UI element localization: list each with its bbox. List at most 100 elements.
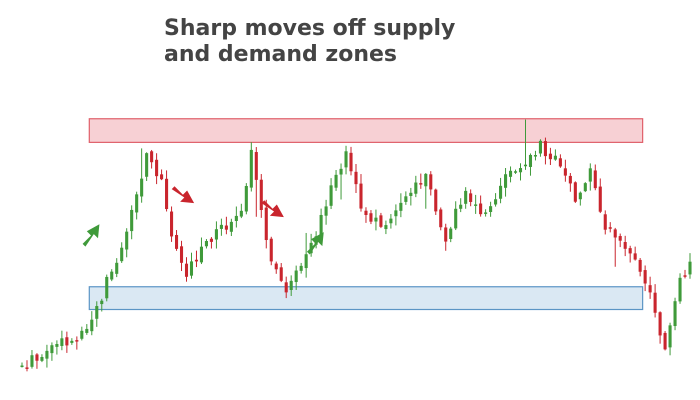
candle-85 [444,223,448,251]
candle-body [299,265,303,271]
candle-body [379,215,383,227]
candle-35 [194,250,199,268]
candle-79 [414,175,418,198]
candle-67 [354,163,358,193]
candle-34 [189,252,194,279]
candle-130 [668,322,672,356]
candle-body [174,234,179,249]
candle-33 [184,257,189,282]
candle-body [184,263,189,277]
candle-body [489,206,493,213]
candle-76 [399,193,403,218]
arrows-layer [82,186,324,255]
candle-0 [20,362,24,368]
candle-112 [578,191,582,206]
candle-body [254,152,258,180]
candle-body [249,149,253,188]
candle-81 [424,173,428,209]
candle-body [653,292,657,313]
candle-body [618,236,622,241]
candle-37 [204,239,208,249]
candle-116 [598,178,602,214]
candle-70 [369,210,373,225]
down-arrow-2-icon [261,200,284,218]
candle-7 [55,340,59,355]
candle-body [563,168,567,176]
candle-31 [174,230,179,251]
candle-39 [214,221,218,249]
candle-body [673,301,677,327]
candle-104 [538,139,542,157]
candle-44 [239,203,243,219]
candle-1 [25,360,29,372]
candle-71 [374,209,378,231]
candle-53 [284,276,288,299]
candle-133 [683,269,687,279]
candle-body [125,231,129,250]
candle-body [668,325,672,348]
candle-body [414,182,418,194]
candle-102 [528,153,533,176]
chart-title-line-1: Sharp moves off supply [164,16,456,41]
candle-94 [489,201,493,217]
candle-body [613,229,617,238]
candle-body [688,261,692,275]
candle-129 [663,331,667,351]
candle-110 [568,172,572,192]
candles-layer [20,119,692,372]
demand-zone [88,286,644,311]
candle-body [100,300,104,305]
candle-body [359,183,363,209]
candle-body [65,337,69,346]
candle-54 [289,275,293,296]
candle-body [95,306,99,319]
candle-body [369,213,373,222]
zones-layer [88,118,644,311]
candle-123 [633,246,637,261]
candle-74 [389,214,393,229]
candle-body [179,246,184,263]
candle-body [339,168,343,175]
chart-title: Sharp moves off supply and demand zones [164,16,524,68]
candle-body [543,141,547,157]
candle-97 [504,168,508,197]
candle-55 [294,265,298,290]
candle-body [155,159,159,177]
candle-body [643,270,647,284]
candle-122 [628,245,632,263]
candle-body [449,228,453,239]
candle-50 [269,236,273,266]
candle-113 [583,182,587,193]
candle-body [50,345,54,354]
candle-83 [434,188,438,215]
candle-body [678,277,682,302]
candle-body [344,151,348,168]
candle-98 [508,166,513,183]
candle-103 [533,150,538,161]
candle-40 [219,218,223,236]
candle-73 [384,220,388,235]
candle-26 [150,149,154,169]
candle-body [538,140,542,154]
candle-body [553,155,557,160]
candle-body [35,354,39,361]
candle-body [75,340,79,342]
candle-body [145,153,149,177]
candle-body [518,168,523,173]
candle-body [115,262,119,274]
down-arrow-1-icon [171,186,195,204]
candle-10 [70,338,74,345]
candle-86 [449,226,453,243]
candle-body [304,254,308,269]
candle-63 [334,170,338,191]
candle-124 [638,258,642,277]
candle-body [464,190,468,204]
candle-body [603,214,607,230]
candle-body [608,227,612,229]
candle-32 [179,240,184,272]
candle-12 [80,326,84,341]
candle-19 [115,258,119,278]
candle-5 [45,344,49,368]
candle-body [150,151,154,163]
candle-body [578,192,582,200]
